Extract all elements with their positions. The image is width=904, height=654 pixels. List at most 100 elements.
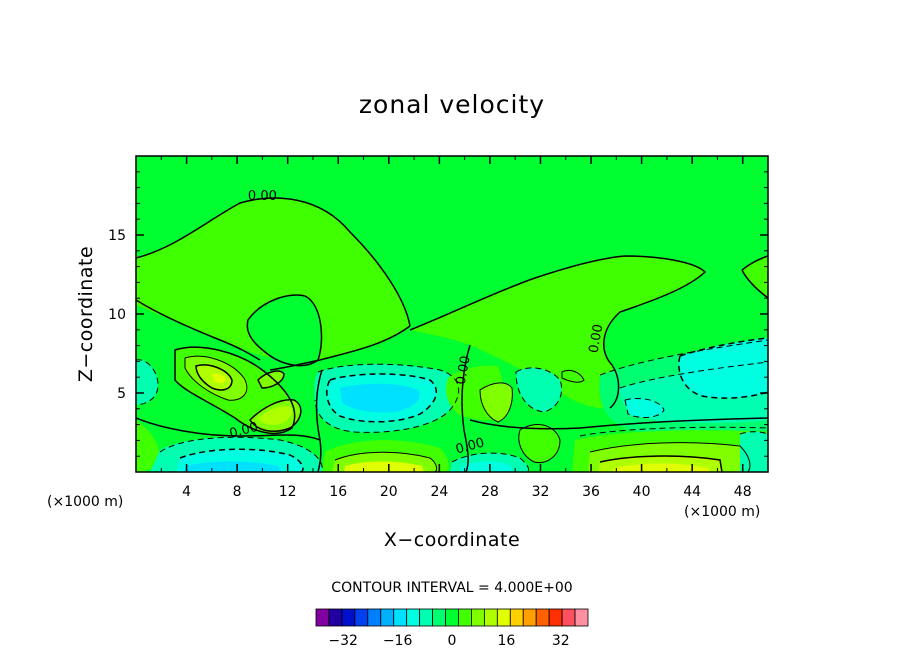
contour-label: 0.00 — [454, 355, 474, 386]
contour-negative-right-small — [624, 397, 665, 418]
x-axis: 4 8 12 16 20 24 28 32 36 40 44 48 — [160, 156, 752, 500]
y-tick-label: 15 — [108, 228, 126, 244]
field-region-center-right-positive-2 — [480, 382, 513, 422]
field-region-right-center-negative — [516, 367, 562, 412]
colorbar-swatch — [445, 608, 459, 627]
x-tick-label: 12 — [279, 484, 297, 500]
colorbar-swatch — [483, 608, 498, 627]
colorbar-swatch — [574, 608, 589, 627]
colorbar-swatch — [561, 608, 576, 627]
contour-zero-right-edge — [741, 255, 768, 271]
contour-zero-left-lower — [136, 417, 321, 441]
colorbar-swatch — [419, 608, 433, 627]
field-region-upper-positive — [136, 198, 410, 362]
contour-negative-center-1 — [314, 363, 460, 433]
field-region-right-small-negative — [625, 398, 664, 418]
contour-positive-bottom-right — [589, 442, 751, 472]
field-region-bottom-left-positive — [136, 420, 160, 472]
contour-positive-left — [184, 355, 248, 401]
y-tick-label: 10 — [108, 307, 126, 323]
x-tick-label: 36 — [582, 484, 600, 500]
contour-positive-center-right — [479, 382, 513, 423]
contour-label: 0.00 — [454, 436, 486, 458]
contour-negative-center-2 — [326, 373, 438, 423]
contour-interval-label: CONTOUR INTERVAL = 4.000E+00 — [331, 580, 572, 596]
colorbar-swatch — [393, 608, 408, 627]
x-tick-label: 28 — [481, 484, 499, 500]
contour-positive-center-bottom — [518, 424, 561, 464]
field-region-left-peak — [212, 373, 226, 384]
plot-area — [136, 156, 768, 472]
contour-positive-center-left — [249, 399, 302, 433]
contour-negative-right-2 — [619, 361, 768, 389]
colorbar-tick-label: −32 — [328, 633, 358, 649]
contour-zero-right-lower — [469, 417, 768, 430]
x-tick-label: 40 — [633, 484, 651, 500]
contour-negative-right-edge — [739, 431, 768, 435]
colorbar-swatch — [406, 608, 421, 627]
colorbar-tick-label: 0 — [448, 633, 457, 649]
colorbar-swatch — [380, 608, 395, 627]
y-axis-label: Z−coordinate — [75, 246, 97, 382]
contour-labels: 0.00 0.00 0.00 0.00 0.00 — [228, 189, 606, 457]
x-tick-label: 24 — [430, 484, 448, 500]
colorbar-swatch — [432, 608, 446, 627]
colorbar-swatch — [367, 608, 382, 627]
colorbar-swatch — [522, 608, 537, 627]
x-axis-label: X−coordinate — [384, 529, 520, 551]
field-region-right-bottom-peak — [612, 463, 710, 472]
contour-lines-negative — [136, 337, 768, 472]
colorbar-tick-label: −16 — [383, 633, 413, 649]
contour-negative-center-right — [515, 367, 563, 413]
contour-positive-small-right — [561, 369, 585, 383]
contour-negative-bottom-center — [451, 452, 529, 472]
contour-negative-left-edge — [136, 359, 159, 406]
colorbar-ticks: −32 −16 0 16 32 — [328, 633, 569, 649]
contour-zero-upper — [136, 197, 411, 327]
field-region-right-positive — [742, 256, 768, 298]
field-region-center-negative-3 — [340, 383, 420, 413]
contour-strong-positive-left — [195, 364, 233, 391]
field-region-bottom-center-right-positive — [518, 424, 560, 463]
field-region-right-edge-negative — [740, 431, 768, 472]
contour-zero-left-eddy — [174, 346, 296, 435]
x-tick-label: 32 — [532, 484, 550, 500]
contour-lines — [136, 197, 768, 472]
y-axis: 5 10 15 — [108, 171, 768, 457]
colorbar-swatch — [471, 608, 485, 627]
contour-label: 0.00 — [587, 323, 607, 354]
contour-zero-right — [409, 255, 707, 409]
contour-zero-right-edge-2 — [741, 269, 768, 299]
x-tick-label: 48 — [734, 484, 752, 500]
contour-label: 0.00 — [228, 420, 260, 442]
y-tick-label: 5 — [117, 386, 126, 402]
x-tick-label: 8 — [233, 484, 242, 500]
colorbar — [315, 608, 589, 627]
x-unit-right: (×1000 m) — [684, 504, 760, 520]
contour-label: 0.00 — [248, 189, 277, 204]
colorbar-tick-label: 32 — [552, 633, 570, 649]
contour-zero-left — [136, 299, 261, 361]
x-tick-label: 44 — [683, 484, 701, 500]
colorbar-swatch — [354, 608, 369, 627]
contour-negative-bottom-left-2 — [179, 448, 304, 472]
contour-zero-mid — [269, 325, 411, 371]
contour-zero-center-vertical — [461, 344, 471, 472]
x-tick-label: 16 — [329, 484, 347, 500]
contour-positive-bottom-center — [334, 451, 438, 472]
field-region-mid-positive — [410, 256, 705, 409]
colorbar-swatch — [328, 608, 343, 627]
field-region-bottom-center-negative-2 — [460, 461, 512, 472]
colorbar-tick-label: 16 — [497, 633, 515, 649]
field-region-bottom-negative-3 — [184, 461, 282, 472]
colorbar-swatch — [341, 608, 356, 627]
colorbar-swatch — [315, 608, 330, 627]
field-region-center-left-strong — [258, 406, 292, 425]
contour-negative-lower-right — [579, 426, 768, 437]
x-tick-label: 4 — [182, 484, 191, 500]
x-unit-left: (×1000 m) — [47, 494, 123, 510]
colorbar-swatch — [535, 608, 550, 627]
contour-negative-bottom-left-1 — [159, 436, 323, 472]
chart-title: zonal velocity — [359, 90, 545, 119]
